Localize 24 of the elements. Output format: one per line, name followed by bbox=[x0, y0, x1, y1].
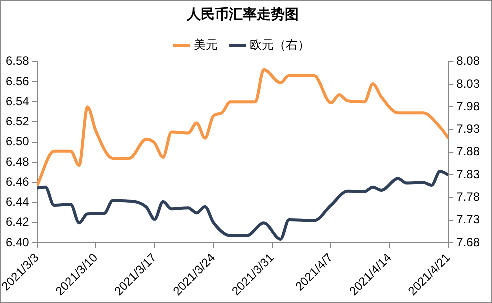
y-tick-label: 6.40 bbox=[6, 235, 30, 250]
y2-tick-label: 7.73 bbox=[456, 212, 480, 227]
y2-tick-label: 7.68 bbox=[456, 235, 480, 250]
y-tick-label: 6.50 bbox=[6, 134, 30, 149]
line-series bbox=[37, 170, 449, 241]
y2-tick-label: 8.03 bbox=[456, 76, 480, 91]
y-tick-label: 6.42 bbox=[6, 215, 30, 230]
y-tick-label: 6.44 bbox=[6, 195, 30, 210]
y-tick-label: 6.56 bbox=[6, 74, 30, 88]
y2-tick-label: 7.83 bbox=[456, 167, 480, 182]
y2-tick-label: 7.88 bbox=[456, 144, 480, 159]
y-tick-label: 6.58 bbox=[6, 54, 30, 68]
y2-tick-label: 7.78 bbox=[456, 190, 480, 204]
y2-tick-label: 8.08 bbox=[456, 54, 480, 68]
legend-label: 美元 bbox=[194, 38, 218, 52]
legend-label: 欧元（右） bbox=[250, 38, 310, 52]
y2-tick-label: 7.98 bbox=[456, 99, 480, 114]
y-tick-label: 6.54 bbox=[6, 94, 30, 108]
y-tick-label: 6.48 bbox=[6, 154, 30, 169]
chart-title: 人民币汇率走势图 bbox=[186, 6, 299, 24]
y-tick-label: 6.46 bbox=[6, 174, 30, 189]
line-series bbox=[37, 68, 449, 188]
y-tick-label: 6.52 bbox=[6, 114, 30, 129]
y2-tick-label: 7.93 bbox=[456, 122, 480, 136]
